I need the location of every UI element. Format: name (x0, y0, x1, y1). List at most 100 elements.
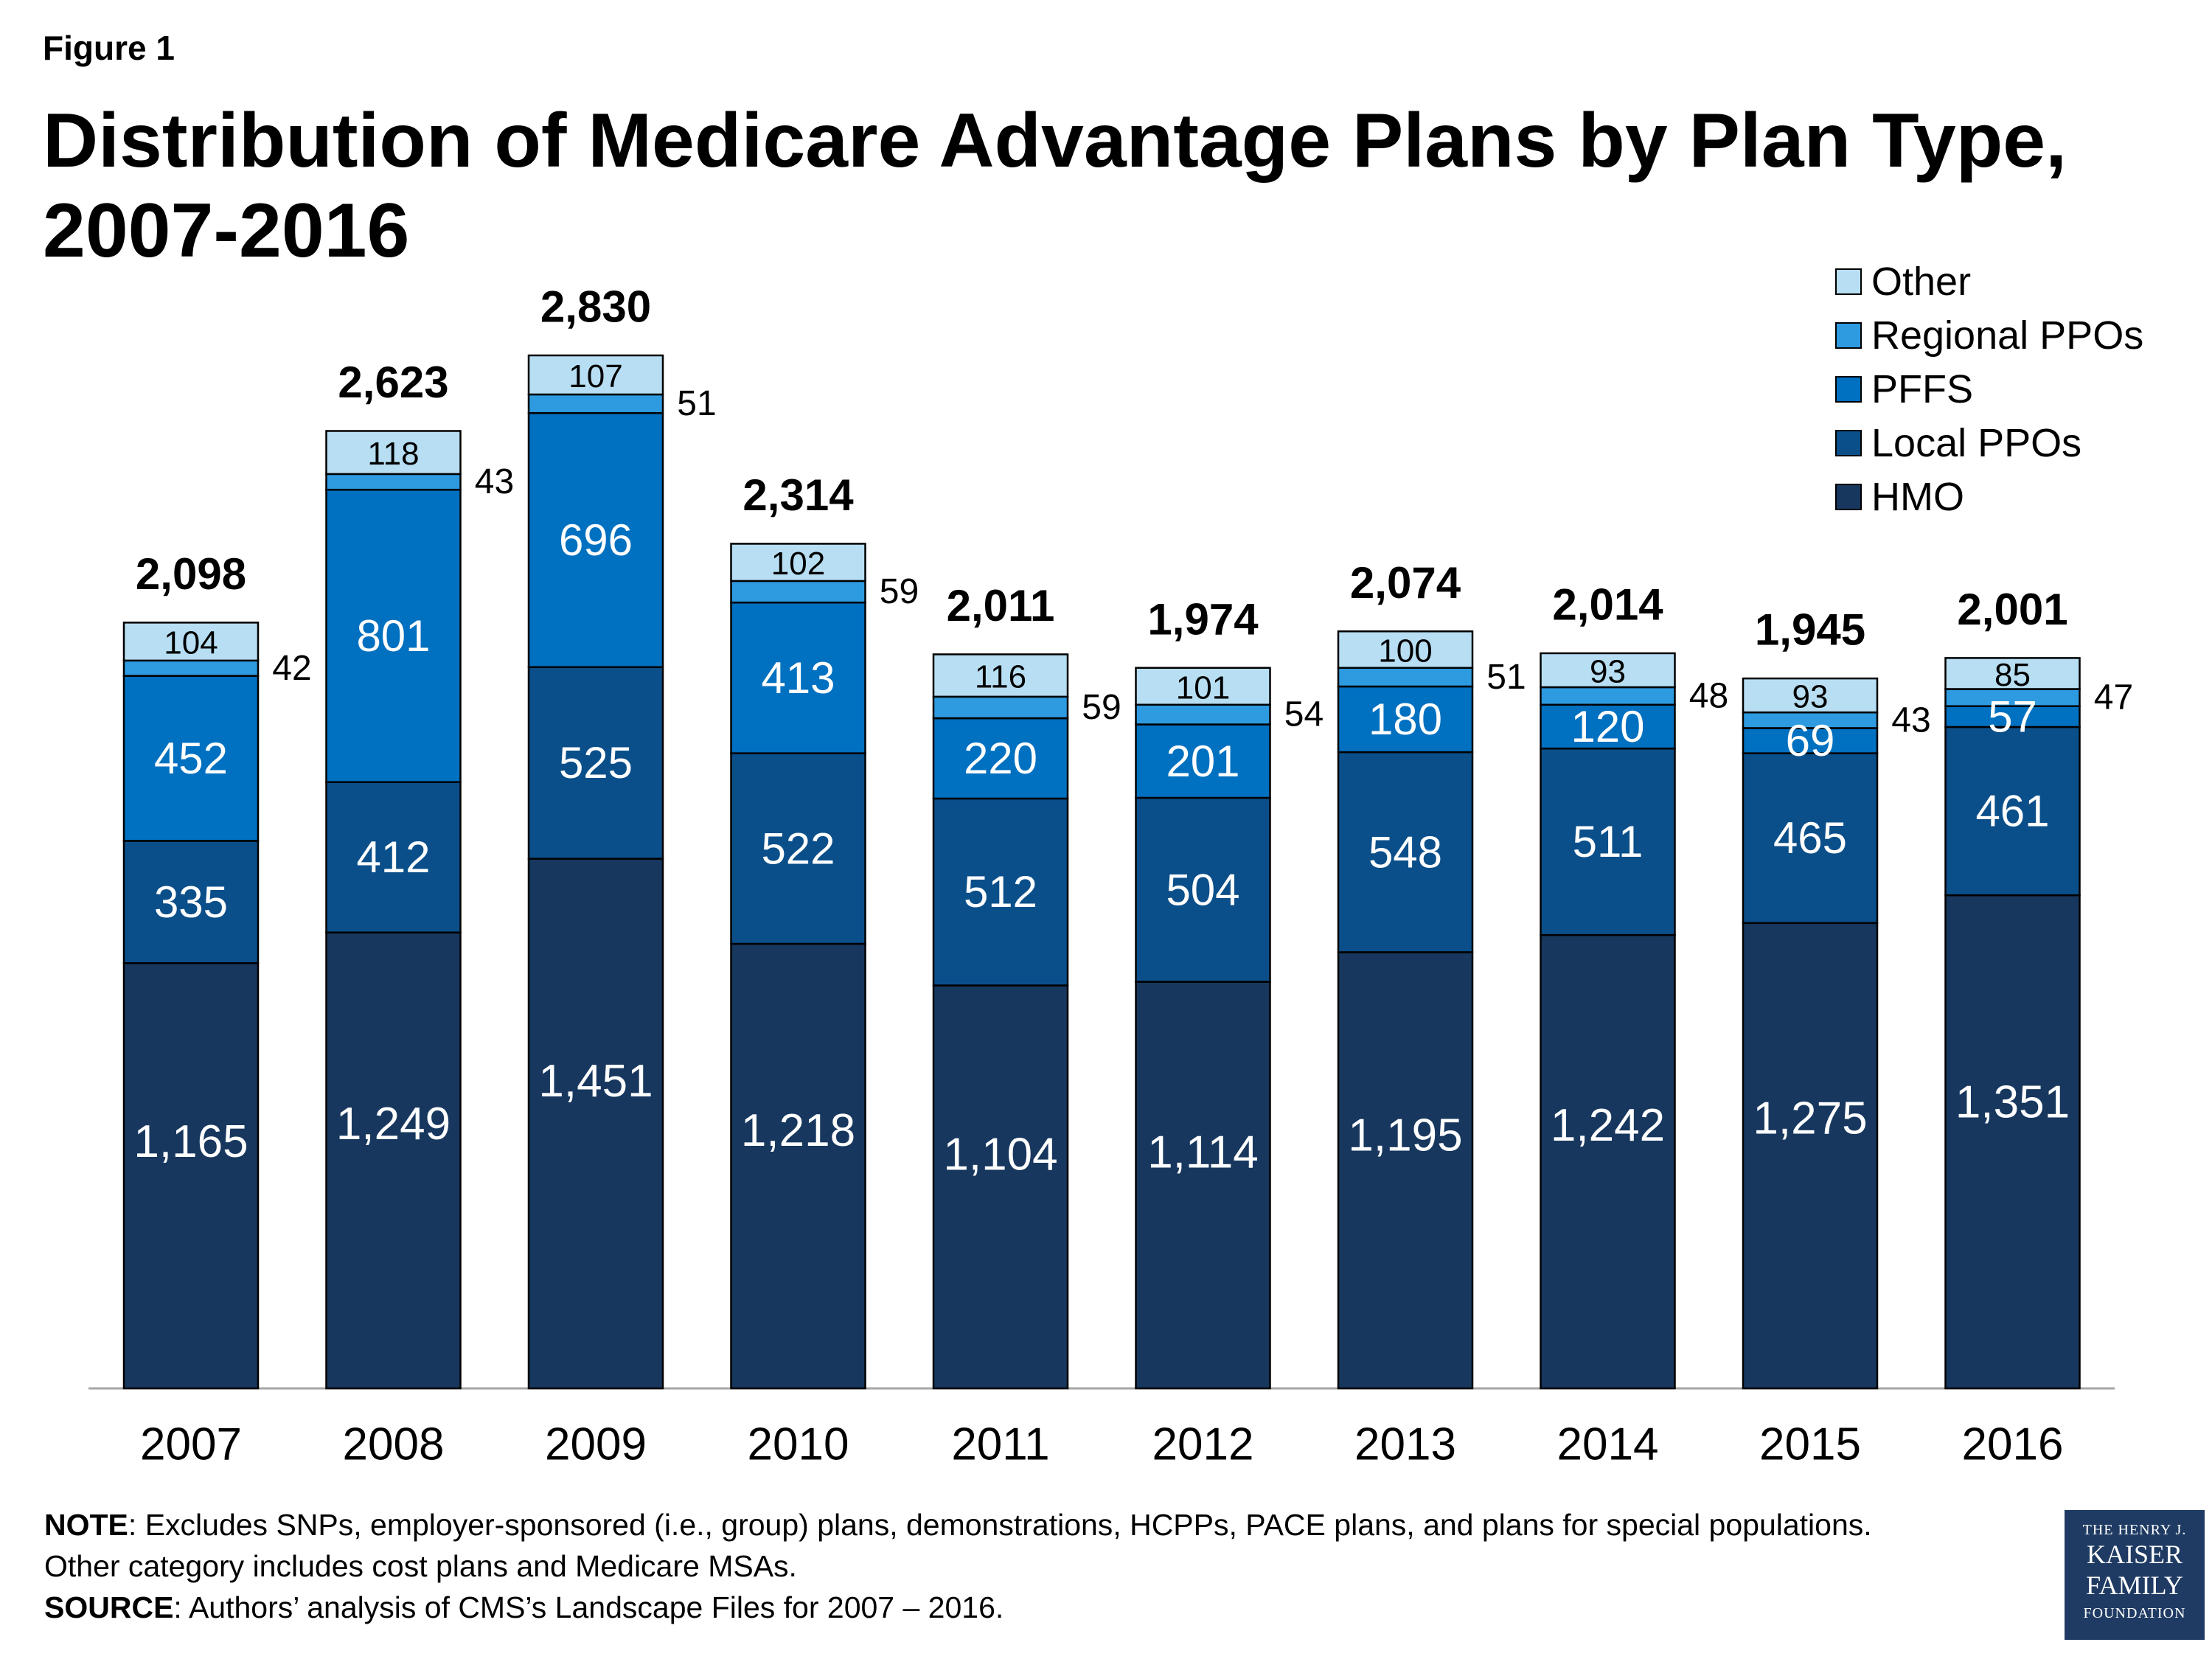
data-label-other: 93 (1590, 653, 1626, 689)
bar-segment-local-ppos (1742, 752, 1879, 925)
data-label-hmo: 1,218 (741, 1105, 855, 1156)
total-label: 1,974 (1147, 594, 1259, 644)
bar-segment-other (730, 543, 866, 582)
bar-segment-pffs (527, 411, 664, 669)
bar-segment-hmo (1944, 894, 2081, 1390)
data-label-other: 102 (771, 546, 825, 582)
bar-segment-local-ppos (730, 752, 866, 945)
data-label-regional-ppos: 54 (1284, 695, 1324, 734)
data-label-hmo: 1,451 (538, 1056, 653, 1107)
data-label-pffs: 801 (356, 611, 430, 661)
bar-segment-pffs (1742, 727, 1879, 754)
data-label-local-ppos: 525 (559, 738, 633, 787)
total-label: 2,074 (1350, 558, 1461, 608)
legend-label: Local PPOs (1871, 421, 2081, 465)
total-label: 1,945 (1755, 605, 1865, 655)
bar-segment-hmo (527, 858, 664, 1390)
bar-segment-pffs (1135, 723, 1271, 799)
logo-line-2: KAISER (2086, 1540, 2183, 1569)
bar-segment-local-ppos (1944, 726, 2081, 897)
logo-line-1: THE HENRY J. (2082, 1522, 2187, 1538)
data-label-pffs: 57 (1988, 692, 2037, 741)
data-label-pffs: 452 (154, 734, 228, 783)
data-label-pffs: 696 (559, 515, 633, 565)
total-label: 2,314 (742, 470, 854, 520)
x-tick-label: 2009 (545, 1419, 647, 1470)
data-label-other: 104 (164, 625, 218, 661)
figure-label: Figure 1 (43, 29, 175, 67)
bar-segment-pffs (122, 675, 260, 842)
bar-segment-other (1742, 677, 1879, 714)
footnote: NOTE: Excludes SNPs, employer-sponsored … (44, 1504, 1932, 1628)
legend-label: HMO (1871, 475, 1964, 519)
data-label-pffs: 413 (761, 653, 835, 703)
bar-segment-other (1944, 657, 2081, 690)
source-line: SOURCE: Authors’ analysis of CMS’s Lands… (44, 1587, 1932, 1628)
data-label-regional-ppos: 59 (1082, 688, 1121, 727)
x-tick-label: 2008 (343, 1419, 445, 1470)
total-label: 2,830 (540, 282, 651, 332)
x-tick-label: 2007 (140, 1419, 242, 1470)
data-label-local-ppos: 335 (154, 877, 228, 927)
data-label-other: 118 (367, 436, 419, 472)
x-tick-label: 2013 (1354, 1419, 1456, 1470)
bar-segment-local-ppos (1540, 747, 1676, 936)
data-label-regional-ppos: 48 (1689, 676, 1728, 715)
bar-segment-hmo (1540, 933, 1676, 1390)
bar-segment-other (325, 430, 462, 476)
data-label-hmo: 1,114 (1147, 1127, 1259, 1178)
bar-segment-hmo (1742, 922, 1879, 1390)
data-label-pffs: 180 (1368, 695, 1442, 744)
bar-segment-regional-ppos (730, 580, 866, 604)
data-label-pffs: 69 (1786, 716, 1835, 765)
data-label-other: 85 (1994, 657, 2031, 693)
stacked-bar-chart: 1,165 335 452 42 104 2,098 2007 1,249 412 801 43 11… (88, 260, 2143, 1470)
x-tick-label: 2010 (748, 1419, 849, 1470)
bar-segment-regional-ppos (1135, 703, 1271, 726)
data-label-local-ppos: 522 (761, 824, 835, 873)
data-label-hmo: 1,104 (943, 1130, 1057, 1180)
x-tick-label: 2014 (1557, 1419, 1659, 1470)
source-text: : Authors’ analysis of CMS’s Landscape F… (173, 1590, 1004, 1624)
legend-label: PFFS (1871, 367, 1973, 411)
note-label: NOTE (44, 1508, 128, 1542)
bar-segment-regional-ppos (325, 473, 462, 491)
bar-segment-pffs (1337, 685, 1474, 754)
data-label-pffs: 220 (964, 734, 1037, 783)
note-line: NOTE: Excludes SNPs, employer-sponsored … (44, 1504, 1932, 1587)
data-label-local-ppos: 504 (1166, 865, 1239, 914)
data-label-hmo: 1,249 (336, 1099, 451, 1150)
bar-segment-pffs (1944, 705, 2081, 728)
bar-segment-hmo (932, 984, 1069, 1390)
bar-segment-other (1135, 667, 1271, 706)
bar-segment-hmo (122, 962, 260, 1390)
data-label-regional-ppos: 51 (1486, 658, 1526, 697)
total-label: 2,623 (338, 358, 448, 407)
legend-swatch (1835, 430, 1862, 456)
legend-swatch (1835, 322, 1862, 349)
data-label-regional-ppos: 43 (475, 462, 514, 501)
data-label-other: 101 (1176, 669, 1230, 706)
total-label: 2,098 (136, 549, 246, 599)
x-tick-label: 2016 (1962, 1419, 2064, 1470)
data-label-other: 93 (1792, 679, 1829, 715)
bar-segment-local-ppos (325, 781, 462, 933)
bar-segment-local-ppos (527, 666, 664, 860)
data-label-hmo: 1,275 (1753, 1093, 1867, 1144)
legend-swatch (1835, 484, 1862, 510)
data-label-hmo: 1,242 (1551, 1100, 1665, 1151)
total-label: 2,001 (1957, 585, 2067, 634)
bar-segment-regional-ppos (122, 659, 260, 677)
source-label: SOURCE (44, 1590, 174, 1624)
data-label-local-ppos: 512 (964, 867, 1037, 917)
bar-segment-hmo (730, 942, 866, 1390)
chart-title: Distribution of Medicare Advantage Plans… (43, 98, 2067, 274)
data-label-regional-ppos: 51 (677, 384, 716, 423)
logo-line-3: FAMILY (2086, 1571, 2183, 1600)
bar-segment-regional-ppos (527, 393, 664, 414)
bar-segment-hmo (1337, 951, 1474, 1390)
bar-segment-other (527, 354, 664, 396)
bar-segment-other (1540, 652, 1676, 689)
bar-segment-other (122, 622, 260, 662)
data-label-local-ppos: 511 (1573, 817, 1644, 866)
